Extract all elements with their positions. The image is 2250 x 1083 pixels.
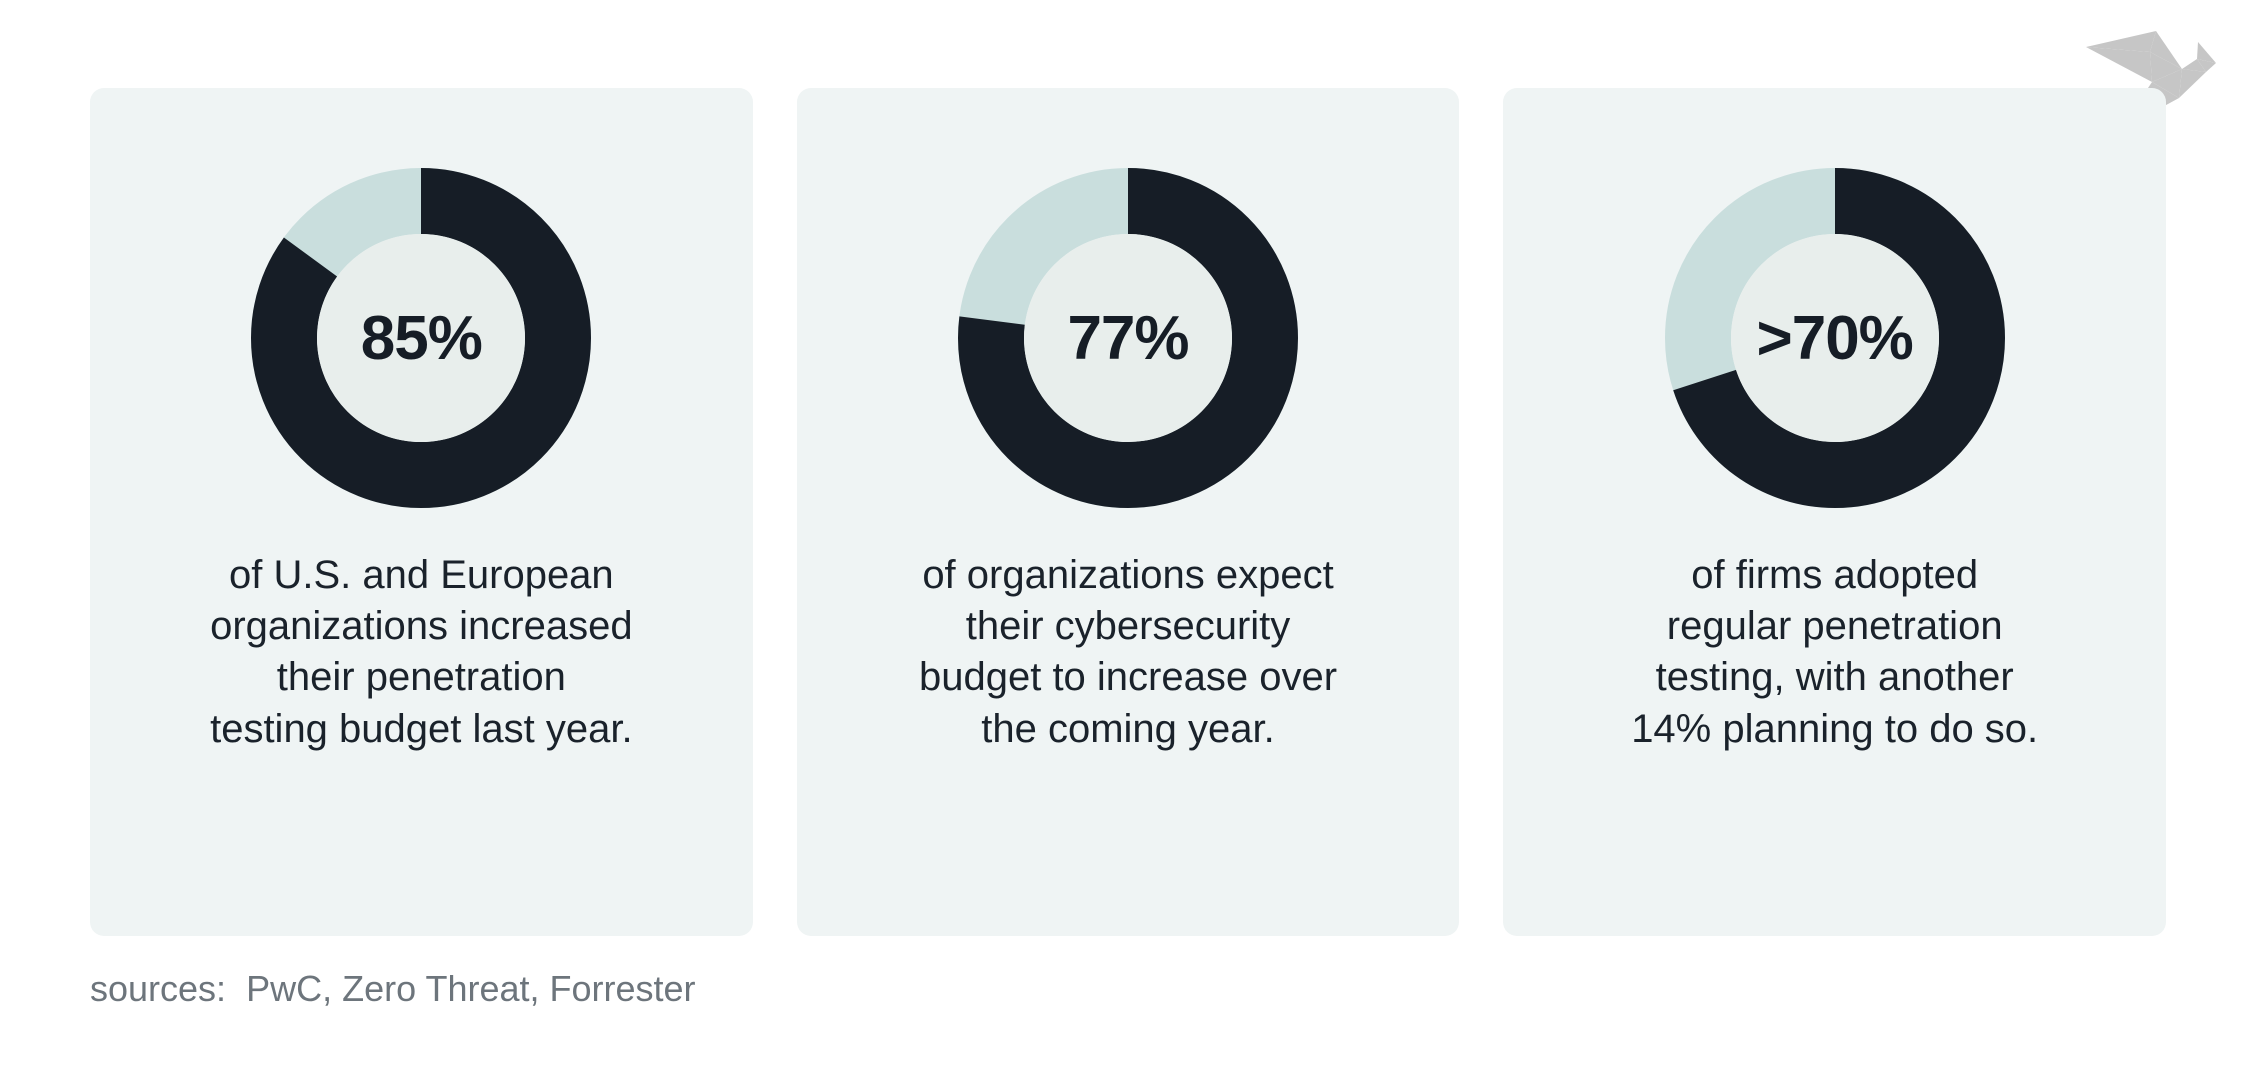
- donut-chart: >70%: [1664, 168, 2005, 508]
- sources-label: sources:: [90, 968, 227, 1009]
- sources-spacer: [226, 968, 246, 1009]
- sources-names: PwC, Zero Threat, Forrester: [246, 968, 696, 1009]
- sources-footnote: sources: PwC, Zero Threat, Forrester: [90, 968, 696, 1010]
- donut-center-value: 77%: [1067, 303, 1189, 373]
- stat-card-caption: of firms adopted regular penetration tes…: [1631, 553, 2039, 751]
- donut-center-value: 85%: [360, 303, 483, 373]
- donut-chart: 77%: [958, 168, 1298, 508]
- stat-card: 85% of U.S. and European organizations i…: [90, 88, 753, 936]
- stat-card-caption: of U.S. and European organizations incre…: [210, 553, 633, 751]
- stat-cards-row: 85% of U.S. and European organizations i…: [90, 88, 2167, 936]
- stat-card: 77% of organizations expect their cybers…: [796, 88, 1460, 936]
- donut-chart: 85%: [251, 168, 592, 508]
- donut-center-value: >70%: [1756, 303, 1914, 373]
- stat-card-caption: of organizations expect their cybersecur…: [918, 553, 1338, 751]
- stat-card: >70% of firms adopted regular penetratio…: [1503, 88, 2167, 936]
